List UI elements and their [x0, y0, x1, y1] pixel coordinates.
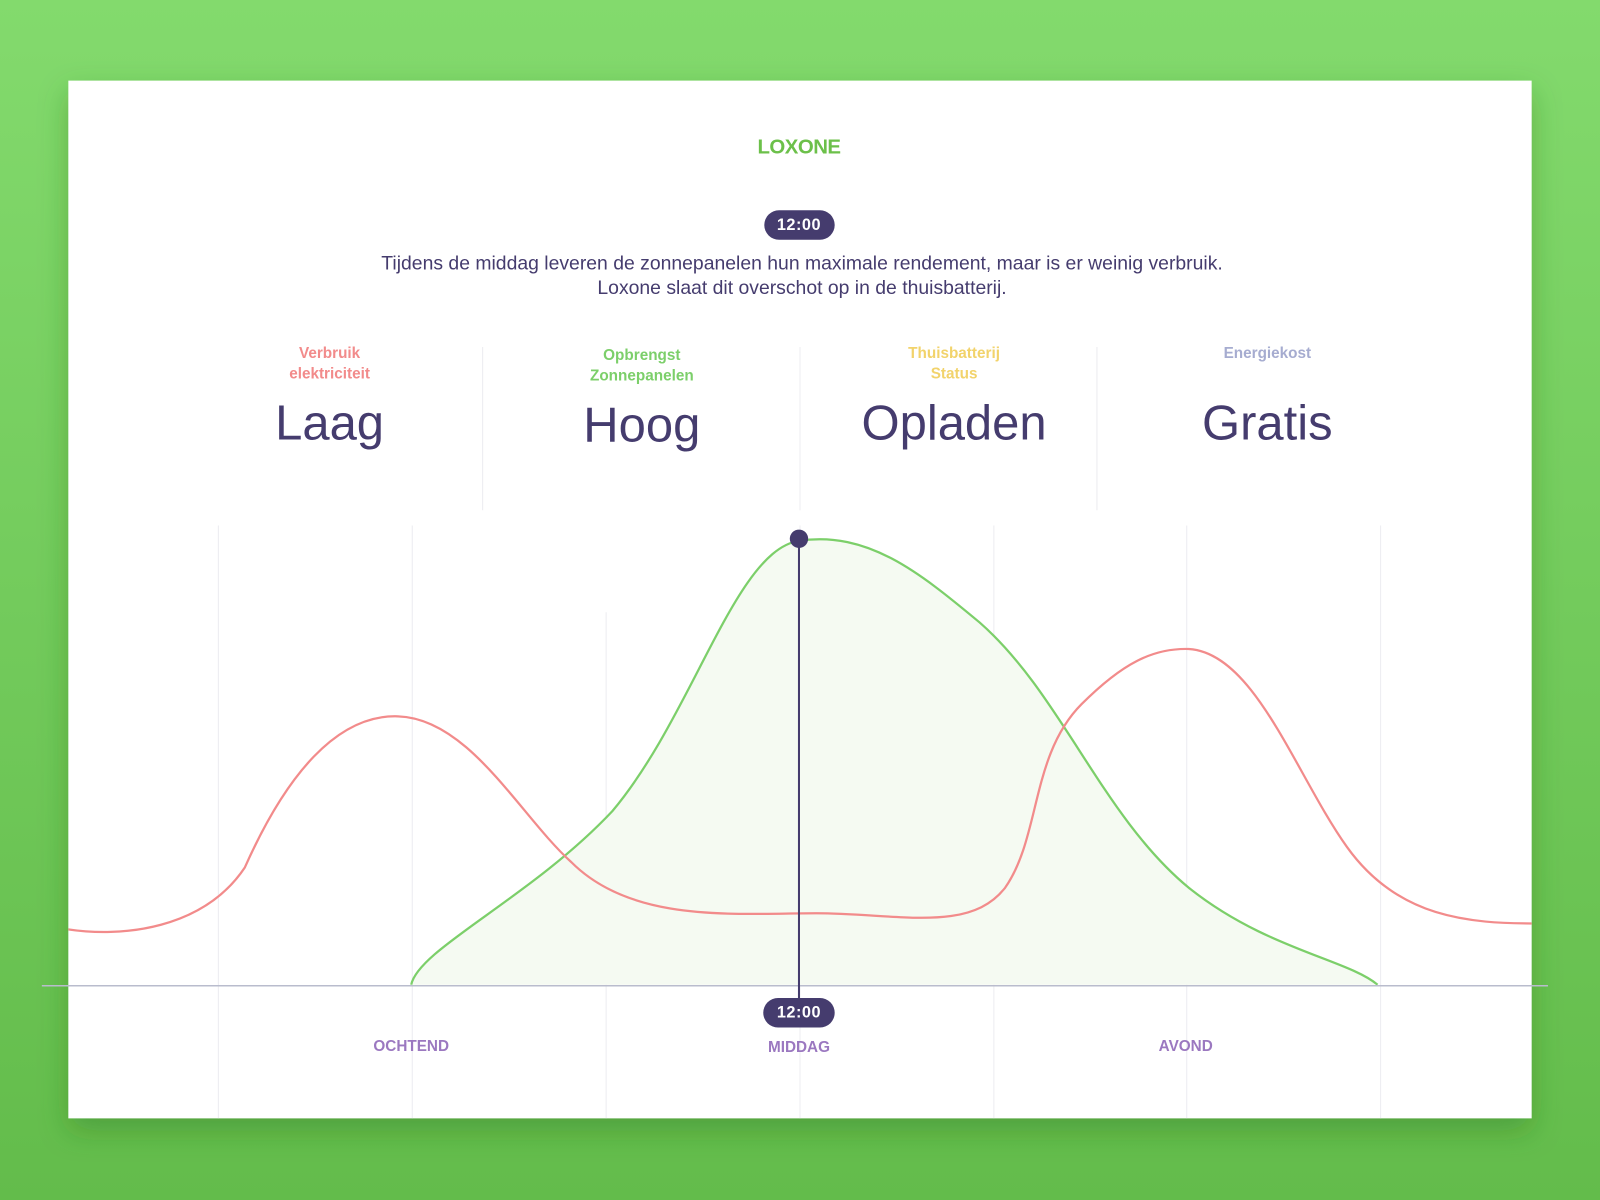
time-badge-text: 12:00	[777, 216, 821, 234]
stat-label: Verbruik	[299, 345, 361, 362]
marker-badge-text: 12:00	[777, 1004, 821, 1022]
stat-label: elektriciteit	[289, 366, 370, 383]
stat-label: Thuisbatterij	[908, 345, 1000, 362]
time-marker-dot[interactable]	[789, 529, 809, 548]
description-line: Loxone slaat dit overschot op in de thui…	[597, 277, 1006, 299]
stat-label: Opbrengst	[603, 347, 680, 364]
production-area	[411, 539, 1378, 985]
period-label: MIDDAG	[768, 1039, 830, 1056]
stat-value: Opladen	[862, 396, 1047, 450]
period-label: AVOND	[1159, 1038, 1213, 1055]
time-badge	[764, 210, 835, 240]
brand-logo: LOXONE	[757, 136, 840, 158]
stat-value: Gratis	[1202, 396, 1333, 450]
stat-label: Status	[931, 366, 978, 383]
stat-value: Hoog	[583, 399, 700, 453]
stat-label: Energiekost	[1224, 345, 1312, 362]
stat-label: Zonnepanelen	[590, 368, 694, 385]
production-curve	[410, 538, 1379, 986]
stat-value: Laag	[275, 396, 384, 450]
consumption-curve	[68, 647, 1532, 934]
description-line: Tijdens de middag leveren de zonnepanele…	[381, 252, 1222, 274]
marker-badge[interactable]	[763, 997, 835, 1028]
period-label: OCHTEND	[373, 1038, 449, 1055]
